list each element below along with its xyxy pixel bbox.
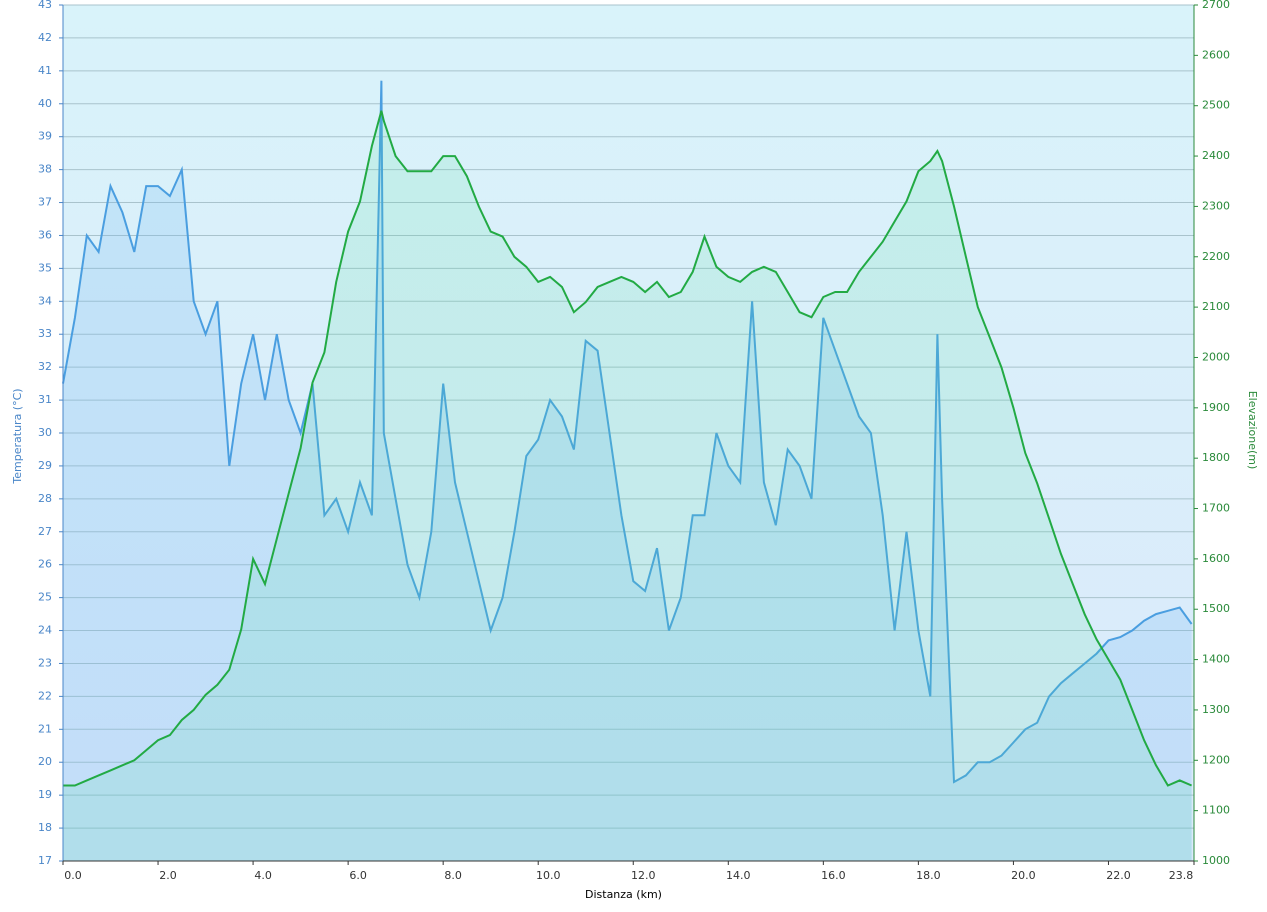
y2-tick-label: 2300 [1202,199,1230,212]
y-tick-label: 35 [38,261,52,274]
y2-tick-label: 1300 [1202,703,1230,716]
y2-tick-label: 1100 [1202,804,1230,817]
y-tick-label: 17 [38,854,52,867]
y2-tick-label: 1600 [1202,552,1230,565]
x-tick-label: 14.0 [726,869,751,882]
y-tick-label: 32 [38,360,52,373]
y-tick-label: 18 [38,821,52,834]
data-line [63,110,1192,787]
y-tick-label: 39 [38,130,52,143]
y2-tick-label: 1900 [1202,401,1230,414]
area-fill [63,80,1192,861]
y2-axis-label: Elevazione(m) [1246,391,1259,470]
y-tick-label: 30 [38,426,52,439]
y2-tick-label: 1200 [1202,753,1230,766]
y2-tick-label: 2400 [1202,149,1230,162]
x-tick-label: 10.0 [536,869,561,882]
y-tick-label: 23 [38,656,52,669]
y-tick-label: 31 [38,393,52,406]
y2-tick-label: 2100 [1202,300,1230,313]
x-tick-label: 22.0 [1106,869,1131,882]
y2-tick-label: 2700 [1202,0,1230,11]
x-tick-label: 20.0 [1011,869,1036,882]
y-tick-label: 21 [38,722,52,735]
y-tick-label: 43 [38,0,52,11]
y-axis-label: Temperatura (°C) [11,388,24,484]
y-tick-label: 27 [38,525,52,538]
y-tick-label: 37 [38,196,52,209]
y-tick-label: 42 [38,31,52,44]
x-tick-label: 16.0 [821,869,846,882]
y-tick-label: 24 [38,624,52,637]
y-tick-label: 28 [38,492,52,505]
y2-tick-label: 1800 [1202,451,1230,464]
y2-tick-label: 1500 [1202,602,1230,615]
y2-tick-label: 1700 [1202,502,1230,515]
y-tick-label: 19 [38,788,52,801]
y-tick-label: 38 [38,163,52,176]
x-axis-label: Distanza (km) [585,888,662,901]
data-line [62,80,1193,784]
y2-tick-label: 2500 [1202,99,1230,112]
y-tick-label: 41 [38,64,52,77]
y2-tick-label: 2600 [1202,48,1230,61]
y2-tick-label: 2000 [1202,350,1230,363]
y-tick-label: 22 [38,689,52,702]
y-tick-label: 29 [38,459,52,472]
x-tick-label: 12.0 [631,869,656,882]
x-tick-label: 0.0 [64,869,82,882]
y2-tick-label: 1000 [1202,854,1230,867]
x-tick-label: 23.8 [1169,869,1194,882]
y-tick-label: 26 [38,558,52,571]
y-tick-label: 34 [38,294,52,307]
y-tick-label: 33 [38,327,52,340]
y-tick-label: 25 [38,591,52,604]
y-tick-label: 36 [38,228,52,241]
area-fill [63,110,1192,861]
x-tick-label: 18.0 [916,869,941,882]
y-tick-label: 40 [38,97,52,110]
y2-tick-label: 1400 [1202,653,1230,666]
y-tick-label: 20 [38,755,52,768]
x-tick-label: 4.0 [254,869,272,882]
y2-tick-label: 2200 [1202,250,1230,263]
x-tick-label: 2.0 [159,869,177,882]
x-tick-label: 8.0 [444,869,462,882]
x-tick-label: 6.0 [349,869,367,882]
